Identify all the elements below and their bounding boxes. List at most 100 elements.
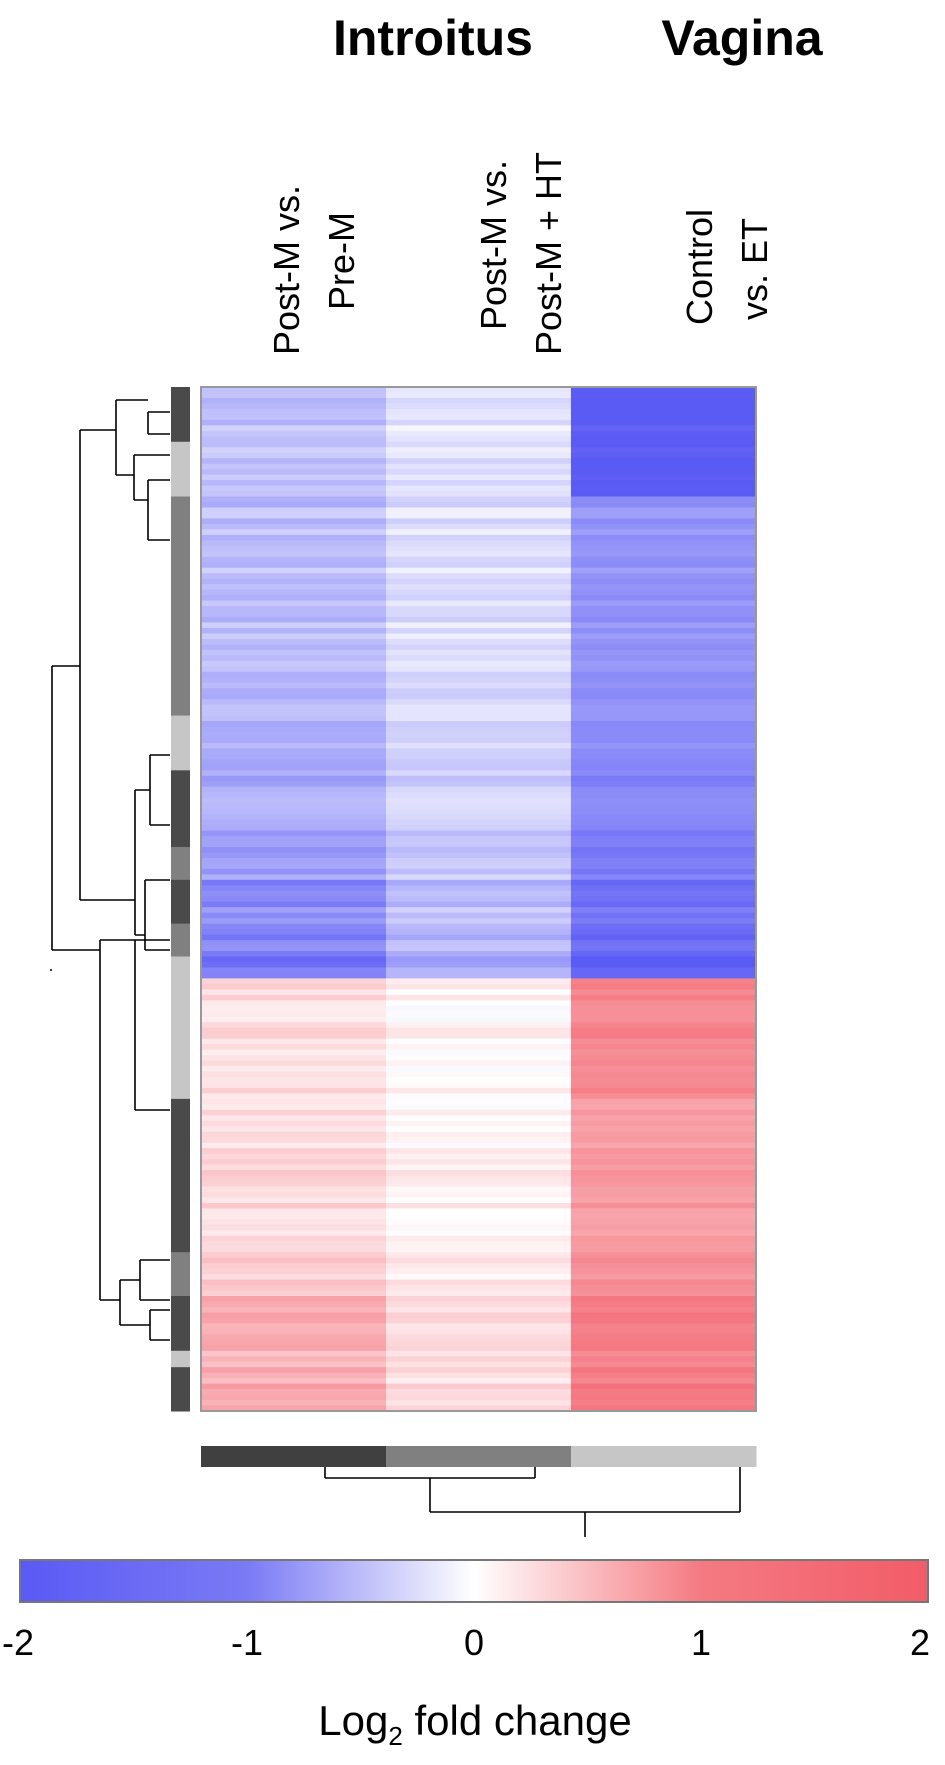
heatmap-cell — [571, 1334, 757, 1341]
heatmap-cell — [571, 1005, 757, 1012]
heatmap-cell — [386, 1405, 572, 1412]
heatmap-cell — [201, 951, 387, 958]
heatmap-cell — [201, 392, 387, 399]
row-cluster-segment-1 — [171, 387, 190, 443]
heatmap-cell — [201, 1148, 387, 1155]
heatmap-cell — [571, 896, 757, 903]
heatmap-cell — [386, 693, 572, 700]
heatmap-cell — [386, 1367, 572, 1374]
heatmap-cell — [571, 1109, 757, 1116]
heatmap-cell — [571, 1027, 757, 1034]
heatmap-cell — [201, 1389, 387, 1396]
heatmap-cell — [201, 956, 387, 963]
heatmap-cell — [571, 721, 757, 728]
heatmap-cell — [386, 573, 572, 580]
heatmap-cell — [386, 1104, 572, 1111]
heatmap-cell — [571, 1191, 757, 1199]
heatmap-cell — [201, 1033, 387, 1040]
heatmap-cell — [386, 1202, 572, 1209]
colorbar-title: Log2 fold change — [318, 1697, 631, 1751]
heatmap-cell — [571, 934, 757, 941]
heatmap-cell — [571, 1263, 757, 1270]
heatmap-cell — [386, 447, 572, 454]
heatmap-cell — [571, 1137, 757, 1144]
heatmap-cell — [571, 1323, 757, 1330]
heatmap-cell — [201, 715, 387, 722]
heatmap-cell — [571, 540, 757, 547]
heatmap-cell — [571, 759, 757, 766]
heatmap-cell — [201, 1027, 387, 1034]
heatmap-cell — [201, 983, 387, 990]
heatmap-cell — [201, 1378, 387, 1385]
heatmap-cell — [571, 408, 757, 415]
heatmap-cell — [386, 1296, 572, 1303]
heatmap-cell — [571, 584, 757, 591]
heatmap-cell — [571, 803, 757, 810]
heatmap-cell — [386, 1175, 572, 1182]
row-cluster-segment-6 — [171, 846, 190, 881]
heatmap-cell — [386, 830, 572, 837]
heatmap-cell — [201, 1191, 387, 1199]
heatmap-cell — [201, 742, 387, 750]
heatmap-cell — [571, 414, 757, 421]
heatmap-cell — [571, 682, 757, 689]
heatmap-cell — [571, 529, 757, 536]
heatmap-cell — [201, 1257, 387, 1264]
heatmap-cell — [201, 644, 387, 651]
heatmap-cell — [386, 1372, 572, 1379]
heatmap-cell — [386, 1153, 572, 1160]
heatmap-cell — [201, 1279, 387, 1286]
heatmap-cell — [571, 819, 757, 826]
heatmap-cell — [571, 726, 757, 733]
heatmap-cell — [571, 1104, 757, 1111]
heatmap-cell — [201, 551, 387, 558]
heatmap-cell — [386, 1148, 572, 1155]
heatmap-cell — [571, 1345, 757, 1352]
heatmap-cell — [571, 1153, 757, 1160]
heatmap-cell — [386, 1279, 572, 1286]
row-cluster-segment-15 — [171, 1367, 190, 1412]
heatmap-cell — [201, 512, 387, 520]
heatmap-cell — [201, 447, 387, 454]
heatmap-cell — [201, 441, 387, 448]
heatmap-cell — [386, 540, 572, 547]
heatmap-cell — [201, 1246, 387, 1253]
heatmap-cell — [201, 1044, 387, 1051]
heatmap-cell — [571, 606, 757, 613]
heatmap-cell — [201, 638, 387, 645]
heatmap-cell — [201, 622, 387, 629]
heatmap-cell — [386, 819, 572, 826]
heatmap-cell — [571, 825, 757, 832]
heatmap-cell — [201, 1082, 387, 1089]
heatmap-cell — [386, 567, 572, 574]
heatmap-cell — [201, 425, 387, 432]
heatmap-cell — [386, 770, 572, 777]
heatmap-cell — [571, 1213, 757, 1220]
heatmap-cell — [386, 1011, 572, 1018]
heatmap-cell — [386, 1339, 572, 1346]
heatmap-cell — [386, 1082, 572, 1089]
heatmap-cell — [571, 1328, 757, 1335]
heatmap-cell — [386, 1383, 572, 1390]
heatmap-cell — [201, 1049, 387, 1056]
heatmap-cell — [201, 655, 387, 662]
heatmap-cell — [386, 682, 572, 689]
heatmap-cell — [201, 890, 387, 897]
colorbar-tick-label: -2 — [2, 1622, 34, 1663]
heatmap-cell — [571, 463, 757, 470]
heatmap-cell — [571, 616, 757, 624]
heatmap-cell — [201, 677, 387, 684]
heatmap-cell — [201, 989, 387, 996]
heatmap-cell — [386, 1115, 572, 1122]
heatmap-cell — [386, 721, 572, 728]
heatmap-cell — [386, 1317, 572, 1324]
heatmap-cell — [386, 523, 572, 530]
column-label-3: Control vs. ET — [679, 209, 775, 325]
heatmap-cell — [386, 814, 572, 821]
heatmap-cell — [571, 737, 757, 744]
heatmap-cell — [386, 666, 572, 673]
heatmap-cell — [386, 469, 572, 476]
heatmap-cell — [386, 507, 572, 514]
heatmap-cell — [571, 1115, 757, 1122]
heatmap-cell — [571, 622, 757, 629]
